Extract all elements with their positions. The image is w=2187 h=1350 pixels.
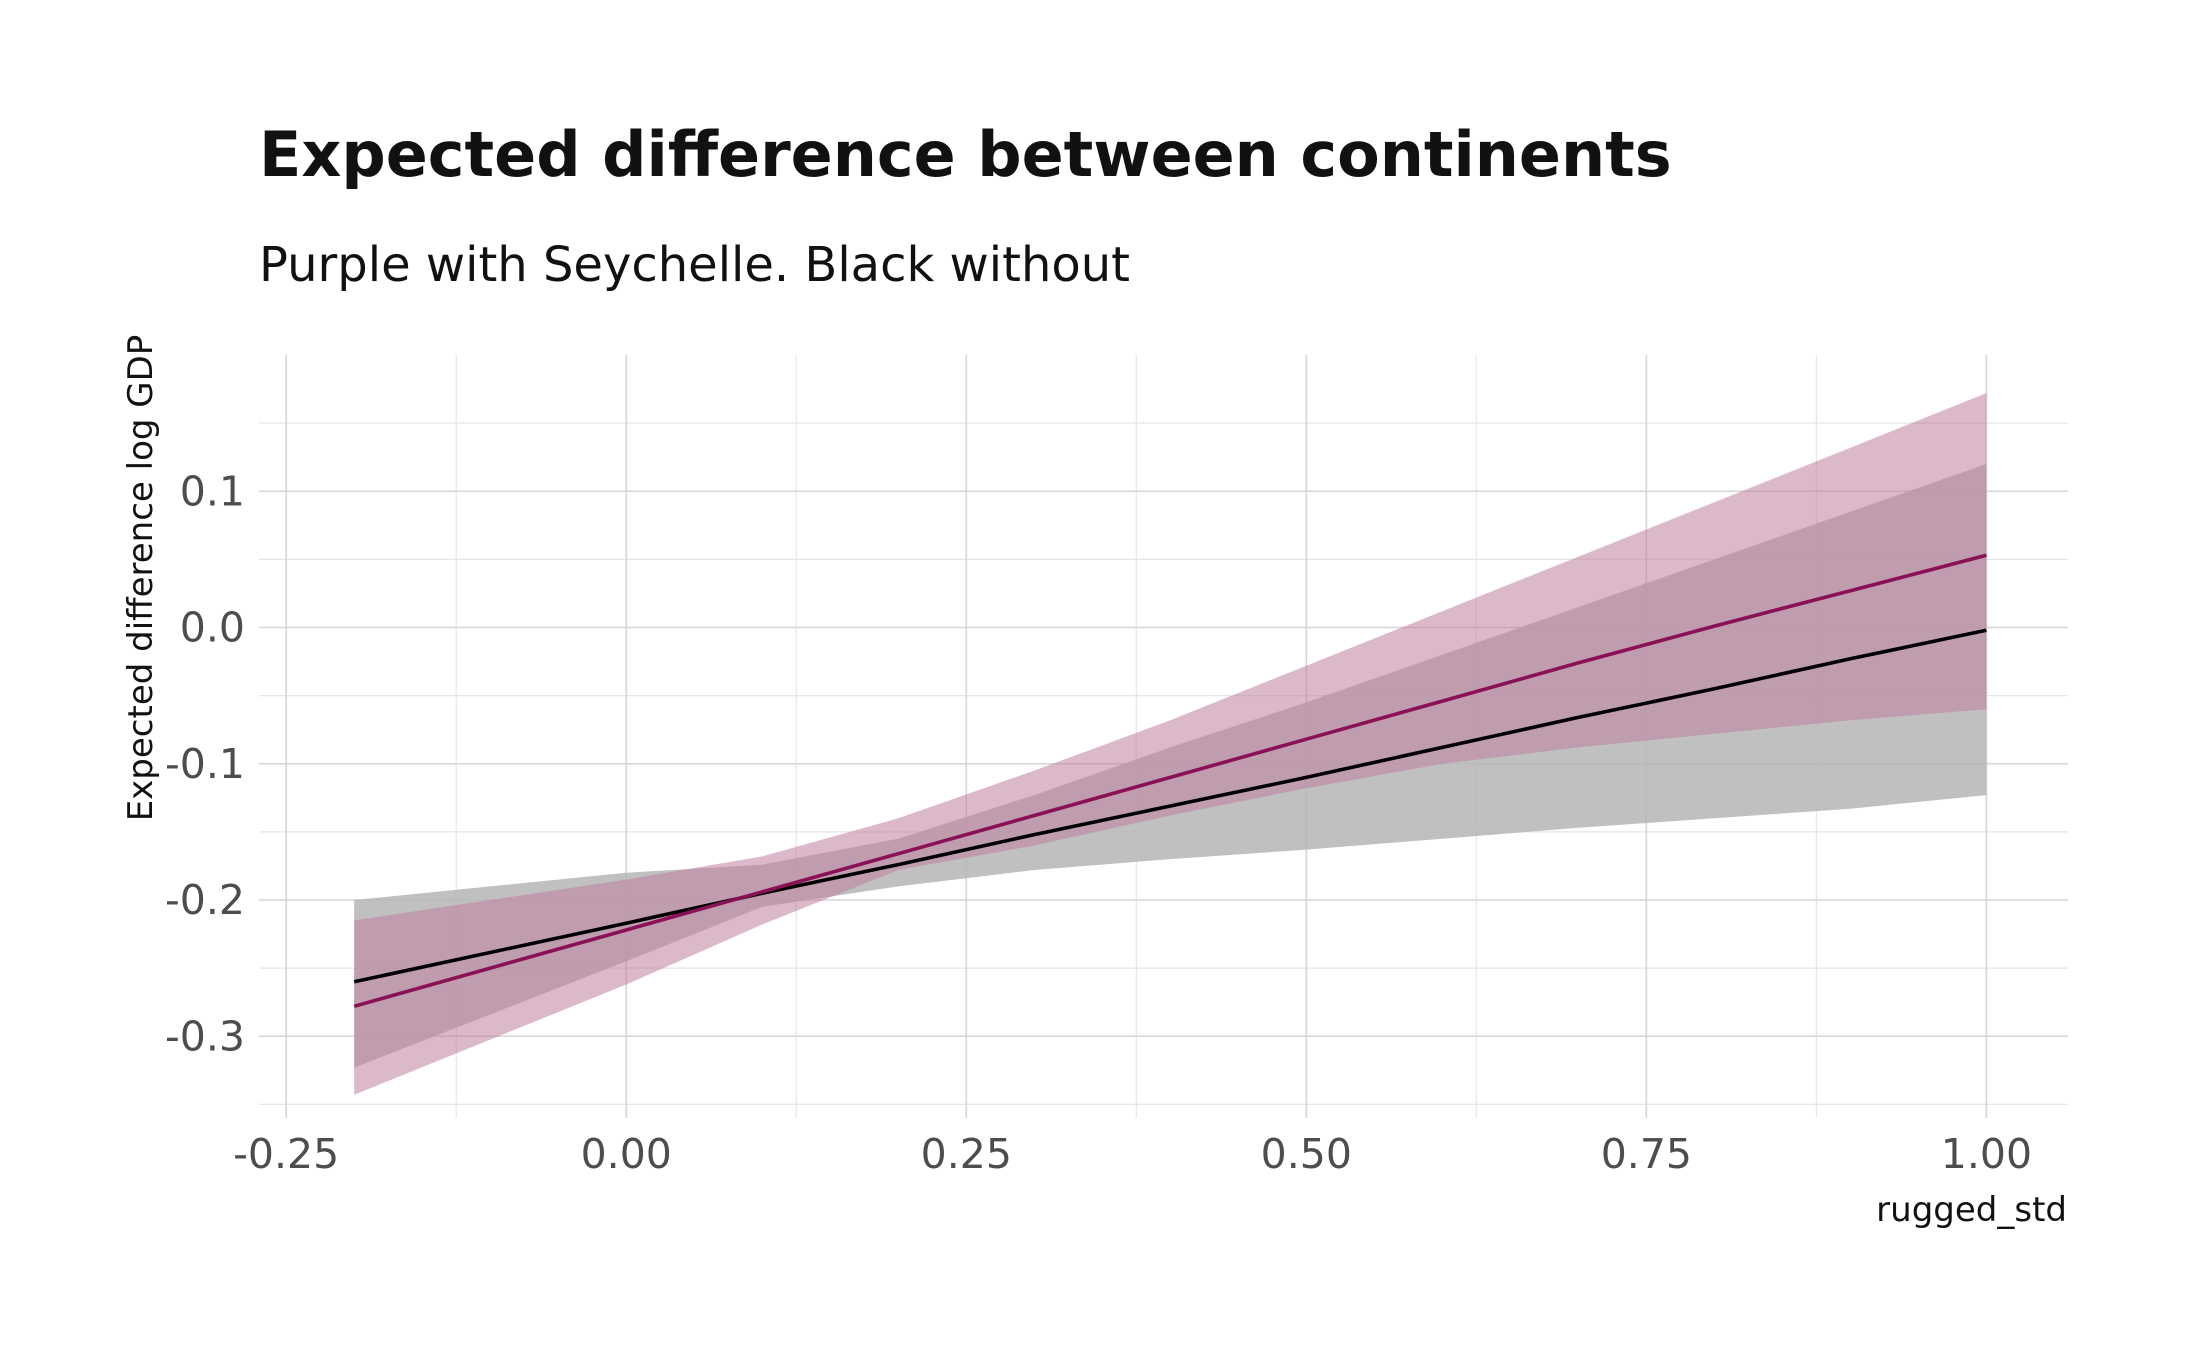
- y-axis-ticks: -0.3 -0.2 -0.1 0.0 0.1: [165, 467, 245, 1060]
- x-axis-ticks: -0.25 0.00 0.25 0.50 0.75 1.00: [233, 1130, 2032, 1178]
- y-tick-label: -0.3: [165, 1012, 245, 1060]
- chart-title: Expected difference between continents: [259, 118, 1672, 191]
- y-tick-label: -0.2: [165, 876, 245, 924]
- x-axis-title: rugged_std: [1876, 1190, 2067, 1230]
- x-tick-label: 1.00: [1941, 1130, 2032, 1178]
- y-tick-label: 0.1: [180, 467, 245, 515]
- series-2-interval-band: [354, 393, 1987, 1095]
- series-2-mean-line: [353, 553, 1987, 1009]
- x-tick-label: 0.75: [1601, 1130, 1692, 1178]
- x-tick-label: -0.25: [233, 1130, 339, 1178]
- chart-subtitle: Purple with Seychelle. Black without: [259, 237, 1130, 293]
- y-tick-label: -0.1: [165, 740, 245, 788]
- y-tick-label: 0.0: [180, 604, 245, 652]
- x-tick-label: 0.25: [921, 1130, 1012, 1178]
- x-tick-label: 0.50: [1261, 1130, 1352, 1178]
- x-tick-label: 0.00: [581, 1130, 672, 1178]
- series-lines: [353, 553, 1987, 1009]
- y-axis-title: Expected difference log GDP: [121, 335, 161, 822]
- confidence-bands: [354, 393, 1987, 1095]
